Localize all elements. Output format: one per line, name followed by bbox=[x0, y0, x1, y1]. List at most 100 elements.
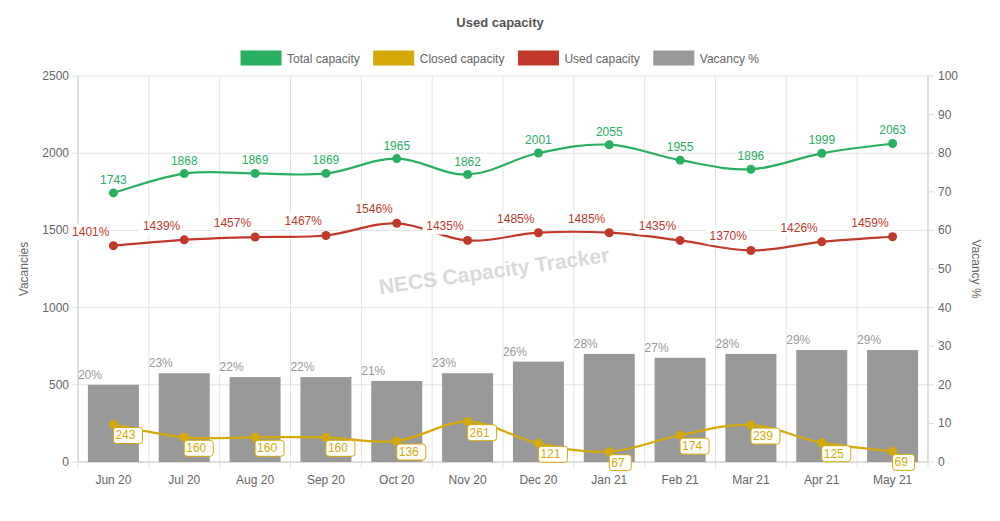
tick-y2 bbox=[928, 191, 934, 192]
tick-label-x: Aug 20 bbox=[236, 473, 274, 487]
legend-label: Total capacity bbox=[287, 52, 360, 66]
tick-label-x: Dec 20 bbox=[519, 473, 557, 487]
data-label-group: 243 bbox=[113, 427, 142, 443]
data-label: 1546% bbox=[355, 202, 393, 216]
data-label: 26% bbox=[503, 345, 527, 359]
tick-label-x: Jun 20 bbox=[95, 473, 131, 487]
data-label-bg bbox=[680, 438, 709, 454]
data-label-bg bbox=[751, 428, 780, 444]
data-label: 29% bbox=[857, 333, 881, 347]
legend-label: Used capacity bbox=[564, 52, 639, 66]
data-label: 21% bbox=[361, 364, 385, 378]
tick-y2 bbox=[928, 462, 934, 463]
data-label-group: 136 bbox=[397, 444, 426, 460]
data-label: 29% bbox=[786, 333, 810, 347]
grid-line-x bbox=[219, 76, 220, 468]
point bbox=[746, 246, 755, 255]
data-label-group: 1546% bbox=[352, 201, 395, 217]
data-label: 2063 bbox=[879, 123, 906, 137]
axis-y bbox=[78, 76, 79, 462]
bar bbox=[584, 354, 635, 462]
data-label: 121 bbox=[540, 447, 560, 461]
data-label-group: 261 bbox=[468, 425, 497, 441]
data-label-group: 1459% bbox=[848, 215, 891, 231]
legend-label: Vacancy % bbox=[700, 52, 759, 66]
data-label-bg bbox=[326, 440, 355, 456]
data-label: 28% bbox=[574, 337, 598, 351]
data-label-group: 1370% bbox=[706, 228, 749, 244]
point bbox=[321, 169, 330, 178]
data-label: 1485% bbox=[497, 212, 535, 226]
tick-label-y: 2500 bbox=[42, 69, 69, 83]
data-label-group: 121 bbox=[538, 446, 567, 462]
tick-y2 bbox=[928, 230, 934, 231]
data-label: 1439% bbox=[143, 219, 181, 233]
data-label-bg bbox=[184, 440, 213, 456]
bar bbox=[88, 385, 139, 462]
data-label: 2001 bbox=[525, 133, 552, 147]
grid-line-x bbox=[78, 76, 79, 468]
data-label: 1869 bbox=[313, 153, 340, 167]
bar bbox=[513, 362, 564, 462]
data-label-group: 67 bbox=[609, 455, 631, 471]
tick-label-y2: 50 bbox=[938, 262, 952, 276]
tick-label-x: Oct 20 bbox=[379, 473, 415, 487]
title: Used capacity bbox=[456, 15, 544, 30]
bar bbox=[442, 373, 493, 462]
tick-label-y: 2000 bbox=[42, 146, 69, 160]
tick-label-x: Sep 20 bbox=[307, 473, 345, 487]
tick-y2 bbox=[928, 384, 934, 385]
data-label: 1459% bbox=[851, 216, 889, 230]
data-label-bg bbox=[423, 218, 466, 234]
bar bbox=[867, 350, 918, 462]
watermark: NECS Capacity Tracker bbox=[377, 243, 610, 298]
data-label-group: 1426% bbox=[777, 220, 820, 236]
tick-label-y: 1000 bbox=[42, 301, 69, 315]
data-label: 1896 bbox=[738, 149, 765, 163]
data-label: 23% bbox=[432, 356, 456, 370]
point bbox=[109, 188, 118, 197]
data-label: 23% bbox=[149, 356, 173, 370]
data-label: 160 bbox=[328, 441, 348, 455]
point bbox=[676, 156, 685, 165]
data-label-bg bbox=[848, 215, 891, 231]
line bbox=[113, 143, 892, 192]
grid-line-x bbox=[644, 76, 645, 468]
data-label: 1862 bbox=[454, 155, 481, 169]
data-label-group: 1435% bbox=[423, 218, 466, 234]
data-label: 261 bbox=[470, 426, 490, 440]
grid-line-x bbox=[857, 76, 858, 468]
data-label-group: 160 bbox=[326, 440, 355, 456]
tick-label-y: 0 bbox=[62, 455, 69, 469]
data-label-group: 1401% bbox=[68, 224, 111, 240]
data-label: 1426% bbox=[780, 221, 818, 235]
data-label: 22% bbox=[220, 360, 244, 374]
data-label: 69 bbox=[895, 455, 909, 469]
legend-label: Closed capacity bbox=[420, 52, 505, 66]
point bbox=[392, 154, 401, 163]
point bbox=[676, 236, 685, 245]
data-label-group: 125 bbox=[822, 446, 851, 462]
point bbox=[605, 228, 614, 237]
data-label: 67 bbox=[611, 456, 625, 470]
data-label-group: 160 bbox=[184, 440, 213, 456]
background bbox=[0, 0, 1000, 521]
point bbox=[534, 228, 543, 237]
data-label-bg bbox=[255, 440, 284, 456]
line bbox=[113, 422, 892, 452]
data-label-bg bbox=[493, 211, 536, 227]
point bbox=[180, 169, 189, 178]
tick-label-y: 500 bbox=[49, 378, 69, 392]
grid-line-x bbox=[573, 76, 574, 468]
data-label: 1869 bbox=[242, 153, 269, 167]
data-label: 1401% bbox=[72, 225, 110, 239]
point bbox=[251, 233, 260, 242]
legend-swatch bbox=[241, 51, 281, 65]
data-label: 22% bbox=[290, 360, 314, 374]
data-label: 160 bbox=[257, 441, 277, 455]
tick-label-y2: 20 bbox=[938, 378, 952, 392]
tick-label-y2: 90 bbox=[938, 108, 952, 122]
tick-label-x: Mar 21 bbox=[732, 473, 770, 487]
grid-line-x bbox=[786, 76, 787, 468]
data-label-bg bbox=[564, 211, 607, 227]
